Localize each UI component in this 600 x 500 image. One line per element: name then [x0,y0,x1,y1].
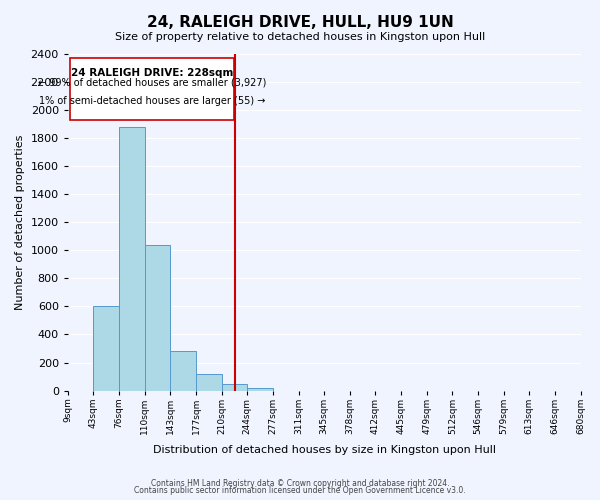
FancyBboxPatch shape [70,58,235,120]
Bar [119,127,145,390]
Text: 24 RALEIGH DRIVE: 228sqm: 24 RALEIGH DRIVE: 228sqm [71,68,233,78]
Bar [196,374,221,390]
Bar [247,388,273,390]
Text: Contains public sector information licensed under the Open Government Licence v3: Contains public sector information licen… [134,486,466,495]
Text: Contains HM Land Registry data © Crown copyright and database right 2024.: Contains HM Land Registry data © Crown c… [151,478,449,488]
Text: ← 99% of detached houses are smaller (3,927): ← 99% of detached houses are smaller (3,… [38,78,266,88]
Bar [145,244,170,390]
Text: 1% of semi-detached houses are larger (55) →: 1% of semi-detached houses are larger (5… [39,96,266,106]
Bar [170,352,196,391]
Text: Size of property relative to detached houses in Kingston upon Hull: Size of property relative to detached ho… [115,32,485,42]
Text: 24, RALEIGH DRIVE, HULL, HU9 1UN: 24, RALEIGH DRIVE, HULL, HU9 1UN [146,15,454,30]
X-axis label: Distribution of detached houses by size in Kingston upon Hull: Distribution of detached houses by size … [152,445,496,455]
Bar [94,306,119,390]
Bar [221,384,247,390]
Y-axis label: Number of detached properties: Number of detached properties [15,134,25,310]
